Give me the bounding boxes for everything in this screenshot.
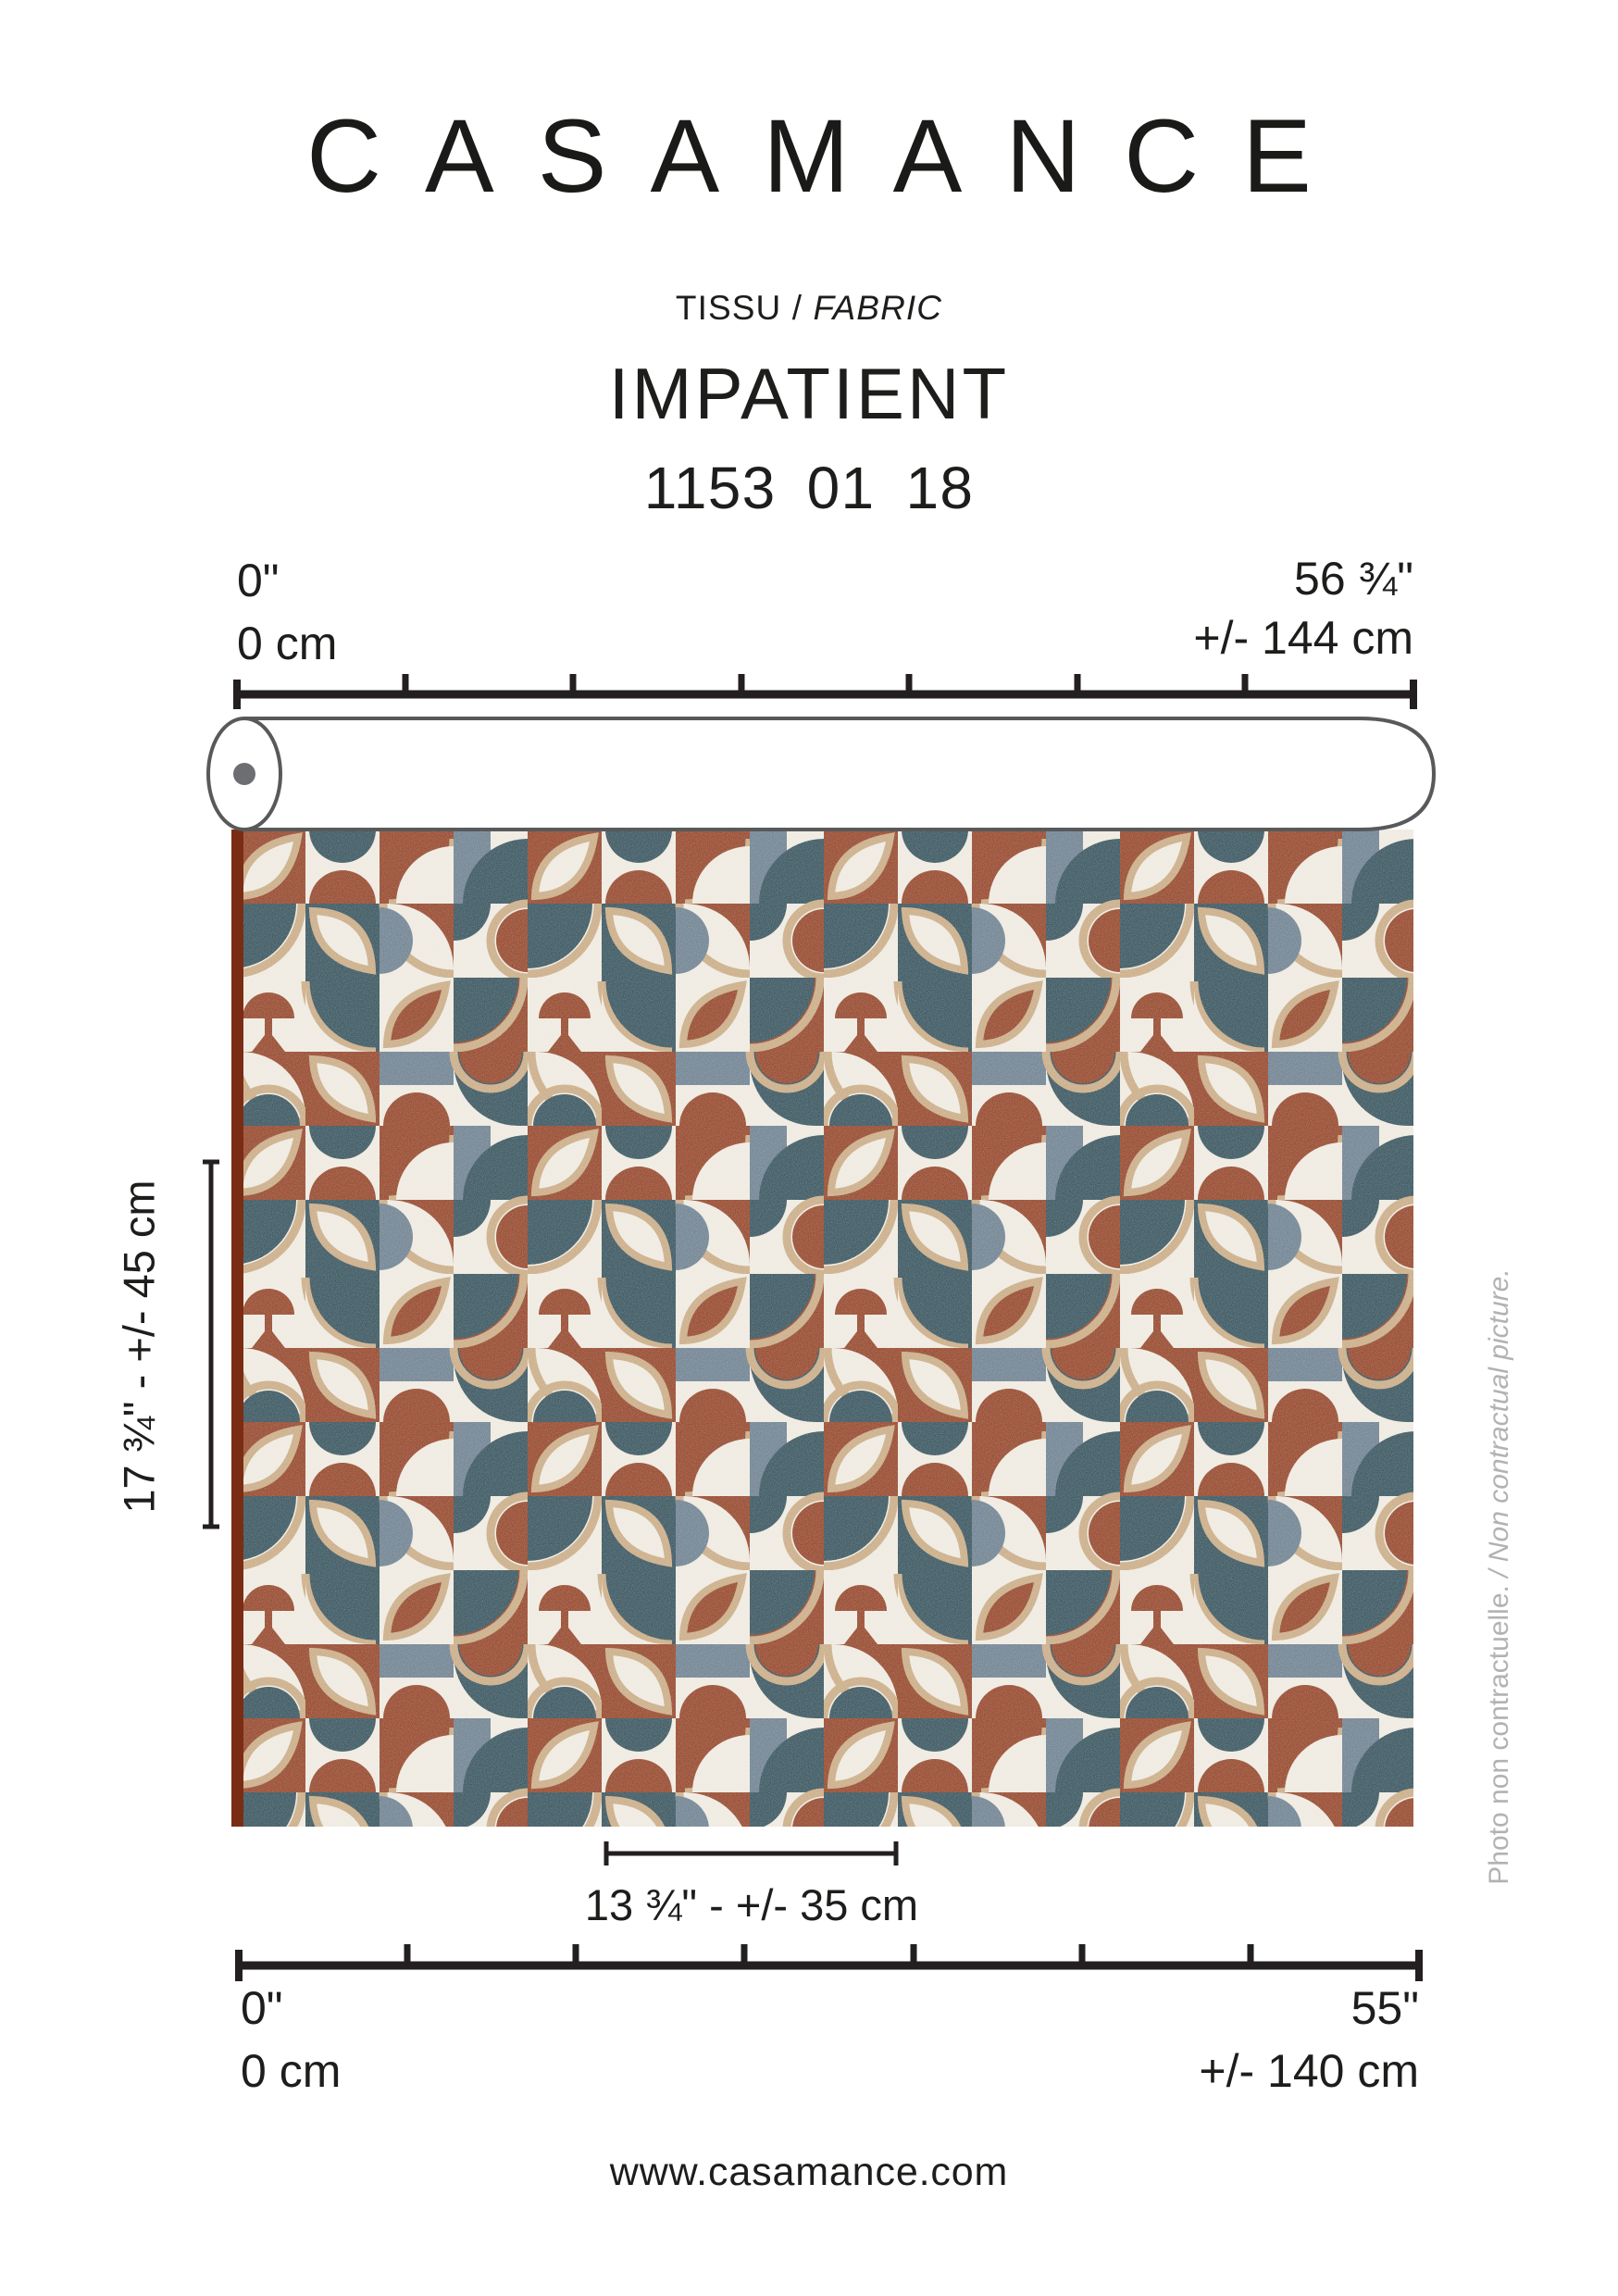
brand-logo: CASAMANCE [306,98,1355,214]
roll-core-dot [233,763,255,785]
bottom-ruler [235,1944,1423,1981]
selvage-edge [231,830,243,1827]
top-ruler-end-cm: +/- 144 cm [1193,612,1413,664]
bottom-ruler-end-inches: 55" [1350,1982,1419,2034]
product-name: IMPATIENT [608,353,1010,434]
top-ruler-end-inches: 56 ¾" [1294,553,1413,605]
disclaimer-en: / Non contractual picture. [1484,1268,1514,1578]
category-separator: / [781,289,814,327]
fabric-roll [206,717,1437,831]
footer-url: www.casamance.com [609,2150,1009,2194]
product-reference: 1153 01 18 [643,455,975,521]
vertical-repeat-measure [203,1159,219,1529]
fabric-swatch [231,830,1413,1827]
top-ruler-ticks [402,674,1249,691]
horizontal-repeat-measure [604,1841,899,1866]
top-ruler-end-ticks [233,680,1417,709]
bottom-ruler-end-ticks [235,1950,1423,1981]
top-ruler [233,674,1417,709]
bottom-ruler-start-cm: 0 cm [241,2045,342,2097]
disclaimer-fr: Photo non contractuelle. [1484,1577,1514,1885]
disclaimer-note: Photo non contractuelle. / Non contractu… [1484,1160,1515,1993]
horizontal-repeat-label: 13 ¾" - +/- 35 cm [584,1880,919,1929]
category-en: FABRIC [813,289,943,327]
top-ruler-start-inches: 0" [237,555,280,606]
bottom-ruler-end-cm: +/- 140 cm [1199,2045,1419,2097]
category-fr: TISSU [675,289,782,327]
roll-body [244,717,1437,831]
bottom-ruler-ticks [404,1944,1254,1962]
product-category: TISSU / FABRIC [0,289,1618,328]
top-ruler-start-cm: 0 cm [237,618,338,669]
bottom-ruler-start-inches: 0" [241,1982,283,2034]
vertical-repeat-label: 17 ¾" - +/- 45 cm [114,1179,164,1514]
